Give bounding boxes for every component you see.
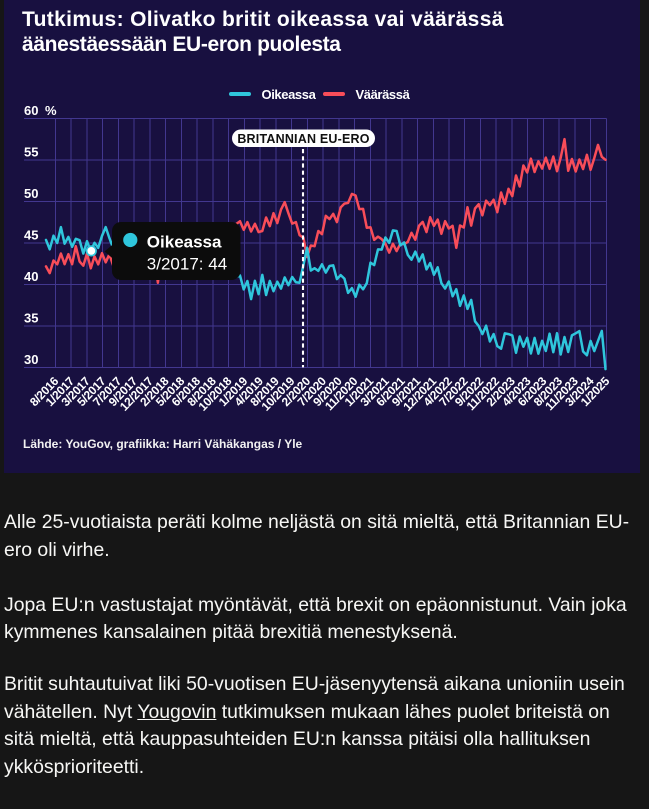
svg-text:BRITANNIAN EU-ERO: BRITANNIAN EU-ERO [237, 132, 369, 146]
svg-text:Oikeassa: Oikeassa [147, 232, 222, 251]
svg-text:3/2017: 44: 3/2017: 44 [147, 255, 227, 274]
svg-text:50: 50 [24, 186, 38, 201]
svg-text:35: 35 [24, 311, 38, 326]
svg-text:30: 30 [24, 352, 38, 367]
svg-text:45: 45 [24, 228, 38, 243]
svg-text:55: 55 [24, 145, 38, 160]
svg-text:60: 60 [24, 103, 38, 118]
svg-text:%: % [45, 103, 57, 118]
svg-text:40: 40 [24, 269, 38, 284]
